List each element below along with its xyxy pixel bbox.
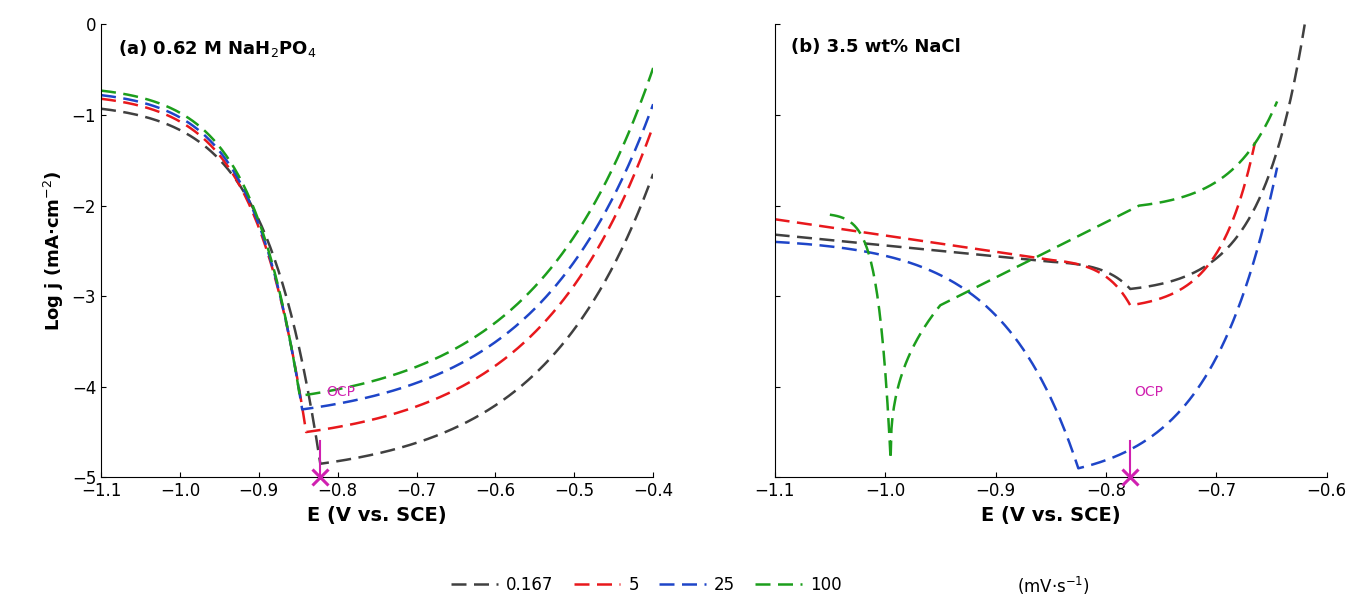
Text: OCP: OCP <box>1134 385 1164 399</box>
Text: (a) 0.62 M NaH$_2$PO$_4$: (a) 0.62 M NaH$_2$PO$_4$ <box>117 38 317 59</box>
Legend: 0.167, 5, 25, 100: 0.167, 5, 25, 100 <box>445 569 849 600</box>
X-axis label: E (V vs. SCE): E (V vs. SCE) <box>981 506 1121 524</box>
X-axis label: E (V vs. SCE): E (V vs. SCE) <box>307 506 447 524</box>
Y-axis label: Log j (mA·cm$^{-2}$): Log j (mA·cm$^{-2}$) <box>42 171 66 331</box>
Text: (mV·s$^{-1}$): (mV·s$^{-1}$) <box>1017 575 1090 597</box>
Text: OCP: OCP <box>326 385 356 399</box>
Text: (b) 3.5 wt% NaCl: (b) 3.5 wt% NaCl <box>791 38 960 56</box>
